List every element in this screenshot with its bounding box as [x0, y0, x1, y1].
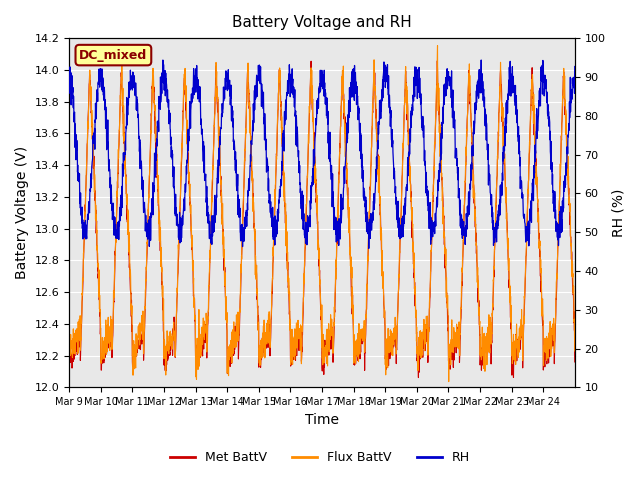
Y-axis label: RH (%): RH (%): [611, 189, 625, 237]
Title: Battery Voltage and RH: Battery Voltage and RH: [232, 15, 412, 30]
Text: DC_mixed: DC_mixed: [79, 48, 147, 61]
X-axis label: Time: Time: [305, 413, 339, 427]
Y-axis label: Battery Voltage (V): Battery Voltage (V): [15, 146, 29, 279]
Legend: Met BattV, Flux BattV, RH: Met BattV, Flux BattV, RH: [165, 446, 475, 469]
